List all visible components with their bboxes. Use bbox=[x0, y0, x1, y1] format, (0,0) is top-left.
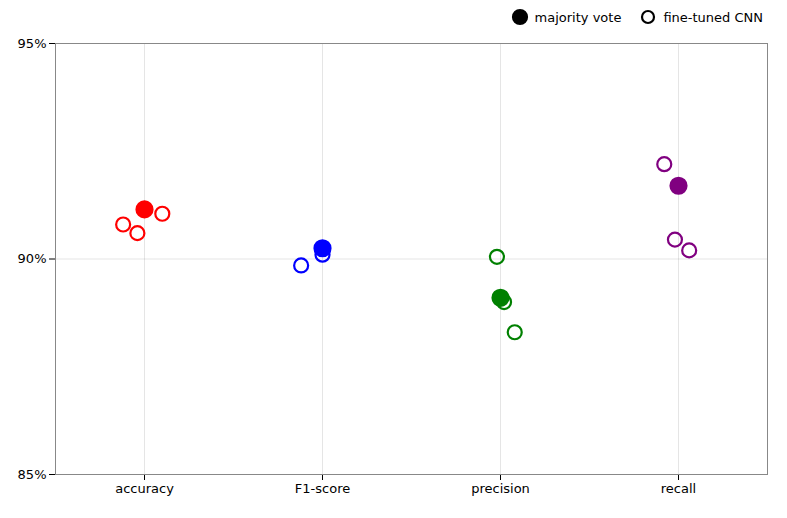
svg-text:95%: 95% bbox=[18, 36, 47, 51]
svg-text:90%: 90% bbox=[18, 251, 47, 266]
html-text:majority vote: majority vote bbox=[534, 9, 622, 25]
html-text:fine-tuned CNN: fine-tuned CNN bbox=[663, 9, 763, 25]
svg-text:F1-score: F1-score bbox=[295, 481, 350, 496]
svg-text:85%: 85% bbox=[18, 467, 47, 482]
svg-text:recall: recall bbox=[661, 481, 696, 496]
svg-text:accuracy: accuracy bbox=[115, 481, 174, 496]
svg-text:precision: precision bbox=[471, 481, 530, 496]
